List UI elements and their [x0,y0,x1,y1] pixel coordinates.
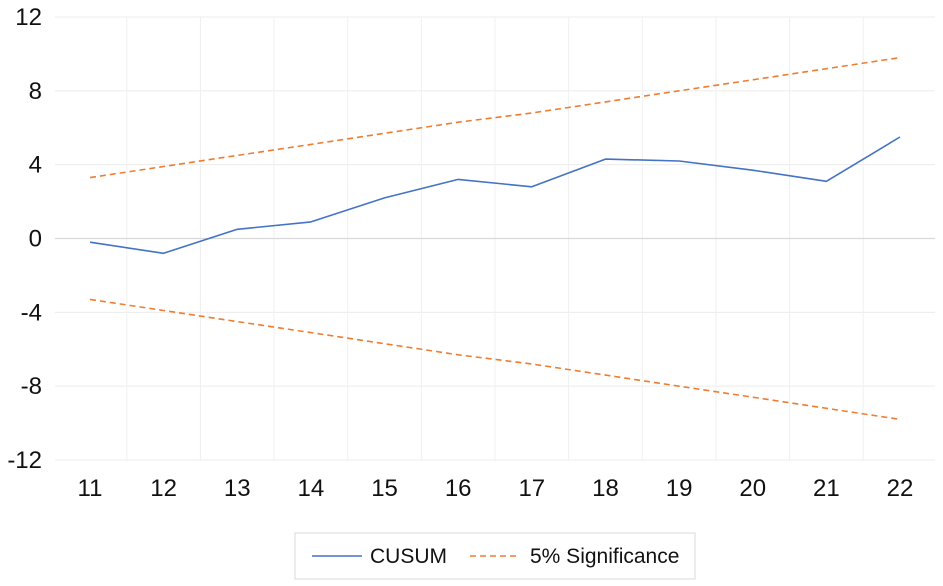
x-tick-label: 15 [371,475,398,502]
legend-label: CUSUM [370,545,447,568]
y-tick-label: -8 [21,373,42,400]
y-axis-tick-labels: 12 8 4 0 -4 -8 -12 [7,4,42,474]
x-axis-tick-labels: 11 12 13 14 15 16 17 18 19 20 21 22 [78,475,914,502]
x-tick-label: 13 [224,475,251,502]
legend: CUSUM 5% Significance [294,532,696,580]
x-tick-label: 16 [445,475,472,502]
x-tick-label: 14 [298,475,325,502]
x-tick-label: 17 [518,475,545,502]
x-tick-label: 22 [887,475,914,502]
series-lines [89,56,901,421]
y-tick-label: -4 [21,299,42,326]
x-tick-label: 12 [150,475,177,502]
y-tick-label: 8 [29,78,42,105]
cusum-line [89,136,901,255]
significance-lower-line [89,298,901,421]
x-tick-label: 18 [592,475,619,502]
y-tick-label: 4 [29,152,42,179]
legend-label: 5% Significance [530,545,679,568]
y-tick-label: 12 [15,4,42,31]
x-tick-label: 11 [78,475,103,502]
y-tick-label: -12 [7,447,42,474]
x-tick-label: 20 [739,475,766,502]
y-tick-label: 0 [29,226,42,253]
x-tick-label: 21 [813,475,840,502]
significance-upper-line [89,56,901,179]
x-tick-label: 19 [666,475,693,502]
